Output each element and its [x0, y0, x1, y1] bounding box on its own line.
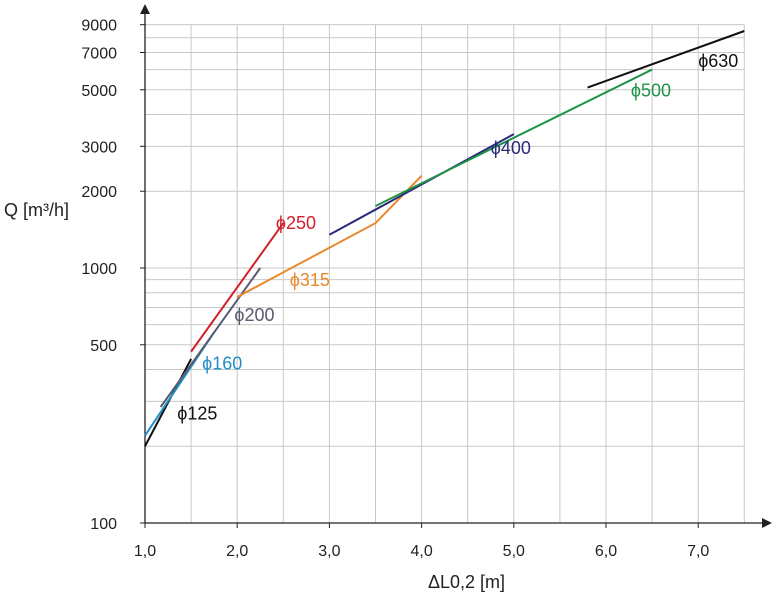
- x-tick-label: 3,0: [318, 543, 340, 560]
- series-line: [190, 222, 285, 353]
- y-tick-label: 9000: [81, 18, 117, 35]
- x-axis-title: ΔL0,2 [m]: [428, 572, 505, 592]
- y-tick-label: 500: [90, 338, 117, 355]
- series-label: ϕ250: [276, 213, 316, 233]
- y-axis-arrow: [140, 4, 150, 14]
- series: [144, 30, 745, 447]
- series-labels: ϕ125 ϕ160 ϕ200 ϕ250 ϕ315 ϕ400 ϕ500 ϕ630: [177, 51, 738, 423]
- series-label: ϕ125: [177, 403, 217, 423]
- y-tick-label: 2000: [81, 184, 117, 201]
- y-tick-label: 7000: [81, 46, 117, 63]
- series-line: [328, 133, 515, 236]
- x-tick-label: 1,0: [134, 543, 156, 560]
- series-label: ϕ500: [631, 81, 671, 101]
- y-axis-title: Q [m³/h]: [4, 200, 69, 220]
- series-label: ϕ160: [202, 353, 242, 373]
- axes: [140, 4, 772, 528]
- y-tick-label: 3000: [81, 139, 117, 156]
- series-line: [159, 267, 262, 408]
- x-tick-label: 5,0: [503, 543, 525, 560]
- y-tick-label: 5000: [81, 83, 117, 100]
- series-label: ϕ400: [491, 138, 531, 158]
- series-label: ϕ630: [698, 51, 738, 71]
- series-label: ϕ315: [290, 270, 330, 290]
- x-tick-label: 6,0: [595, 543, 617, 560]
- grid: [145, 24, 745, 523]
- series-label: ϕ200: [234, 305, 274, 325]
- series-line: [375, 68, 653, 207]
- tick-labels: 1,0 2,0 3,0 4,0 5,0 6,0 7,0 100 500 1000 2000 3000 5…: [81, 18, 709, 560]
- x-tick-label: 2,0: [226, 543, 248, 560]
- x-tick-label: 7,0: [687, 543, 709, 560]
- x-tick-label: 4,0: [410, 543, 432, 560]
- x-axis-arrow: [762, 518, 772, 528]
- y-tick-label: 1000: [81, 261, 117, 278]
- y-tick-label: 100: [90, 516, 117, 533]
- series-line: [587, 30, 745, 89]
